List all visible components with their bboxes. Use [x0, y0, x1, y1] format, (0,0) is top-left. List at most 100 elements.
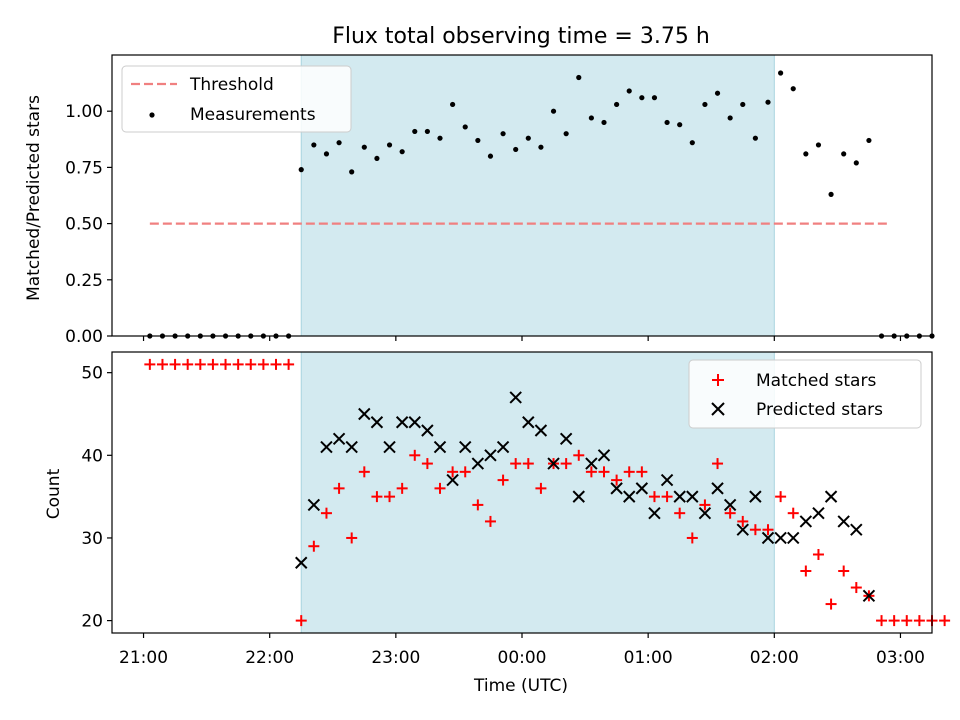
- predicted-star-point: [370, 416, 384, 429]
- bottom-legend-box: [688, 359, 922, 429]
- matched-star-point: [648, 491, 660, 503]
- predicted-star-point: [383, 440, 396, 454]
- top-ytick-label: 1.00: [65, 102, 103, 122]
- top-y-axis-label: Matched/Predicted stars: [24, 95, 44, 301]
- measurement-point: [626, 88, 632, 94]
- matched-star-point: [850, 582, 862, 594]
- matched-star-point: [573, 449, 585, 461]
- predicted-star-point: [572, 490, 585, 503]
- xtick-label: 21:00: [119, 648, 168, 668]
- measurement-point: [336, 140, 342, 146]
- matched-star-point: [636, 466, 648, 478]
- predicted-star-point: [295, 556, 308, 569]
- measurement-point: [601, 119, 607, 126]
- measurement-point: [349, 169, 355, 175]
- matched-star-point: [421, 458, 433, 470]
- matched-star-point: [169, 358, 181, 370]
- bottom-ytick-label: 40: [81, 446, 103, 466]
- xtick-label: 02:00: [750, 648, 799, 668]
- bottom-ytick-label: 30: [81, 529, 103, 549]
- measurement-point: [614, 101, 620, 108]
- measurement-point: [790, 86, 796, 92]
- matched-star-point: [737, 515, 749, 527]
- predicted-star-point: [711, 482, 724, 495]
- measurement-point: [866, 137, 872, 144]
- top-legend-box: [121, 65, 352, 133]
- predicted-star-point: [433, 440, 447, 454]
- matched-star-point: [775, 491, 787, 503]
- matched-star-point: [333, 482, 345, 494]
- predicted-stars-points: [295, 391, 876, 603]
- measurement-point: [752, 135, 758, 141]
- matched-star-point: [308, 540, 320, 552]
- matched-star-point: [674, 507, 686, 519]
- predicted-star-point: [648, 506, 661, 520]
- top-yaxis-ticks: 0.00 0.25 0.50 0.75 1.00: [65, 102, 112, 347]
- predicted-star-point: [698, 506, 712, 520]
- matched-star-point: [888, 615, 900, 627]
- predicted-star-point: [787, 531, 800, 545]
- matched-star-point: [560, 458, 572, 470]
- measurement-point: [424, 128, 430, 135]
- predicted-star-point: [446, 473, 459, 487]
- measurement-point: [778, 70, 784, 76]
- predicted-star-point: [320, 440, 333, 454]
- matched-star-point: [699, 499, 711, 511]
- matched-star-point: [409, 449, 421, 461]
- measurement-point: [462, 124, 468, 130]
- measurement-point: [500, 131, 506, 137]
- bottom-xaxis-ticks: 21:00 22:00 23:00 00:00 01:00 02:00 03:00: [119, 633, 925, 668]
- measurement-point: [298, 167, 304, 173]
- xtick-label: 01:00: [624, 648, 673, 668]
- predicted-star-point: [850, 523, 863, 536]
- measurement-point: [563, 131, 569, 137]
- measurement-point: [361, 144, 367, 150]
- matched-star-point: [194, 358, 206, 370]
- predicted-star-point: [547, 457, 560, 470]
- matched-star-point: [939, 615, 951, 627]
- measurement-point: [513, 146, 519, 153]
- legend-threshold-label: Threshold: [189, 75, 274, 95]
- predicted-star-point: [862, 589, 876, 603]
- measurement-point: [487, 153, 494, 159]
- predicted-star-point: [635, 482, 649, 495]
- matched-star-point: [838, 565, 850, 577]
- matched-star-point: [156, 358, 168, 370]
- predicted-star-point: [509, 391, 522, 404]
- legend-predicted-label: Predicted stars: [756, 400, 883, 420]
- measurement-point: [740, 101, 746, 108]
- measurement-point: [538, 144, 544, 150]
- predicted-star-point: [660, 473, 674, 487]
- matched-star-point: [447, 466, 459, 478]
- matched-star-point: [484, 515, 496, 527]
- top-panel: 0.00 0.25 0.50 0.75 1.00 Flux total observin…: [24, 24, 935, 347]
- measurement-point: [576, 74, 582, 81]
- bottom-yaxis-ticks: 20 30 40 50: [81, 364, 112, 632]
- measurement-point: [437, 135, 443, 141]
- measurement-point: [475, 137, 481, 144]
- matched-star-point: [459, 466, 471, 478]
- measurement-point: [525, 135, 531, 141]
- chart-title: Flux total observing time = 3.75 h: [332, 24, 710, 49]
- measurement-point: [689, 140, 695, 146]
- bottom-axes-frame: [111, 351, 933, 634]
- matched-star-point: [876, 615, 888, 627]
- predicted-star-point: [358, 407, 371, 421]
- legend-matched-swatch: [712, 374, 724, 386]
- matched-star-point: [182, 358, 194, 370]
- predicted-star-point: [610, 482, 623, 495]
- matched-star-point: [800, 565, 812, 577]
- matched-star-point: [472, 499, 484, 511]
- matched-star-point: [371, 491, 383, 503]
- legend-measurements-label: Measurements: [190, 105, 316, 125]
- predicted-star-point: [408, 416, 421, 429]
- matched-star-point: [510, 458, 522, 470]
- matched-star-point: [749, 524, 761, 536]
- top-ytick-label: 0.75: [65, 158, 103, 178]
- matched-star-point: [207, 358, 219, 370]
- legend-matched-label: Matched stars: [756, 371, 876, 391]
- predicted-star-point: [837, 515, 850, 528]
- top-ytick-label: 0.50: [65, 215, 103, 235]
- matched-star-point: [825, 598, 837, 610]
